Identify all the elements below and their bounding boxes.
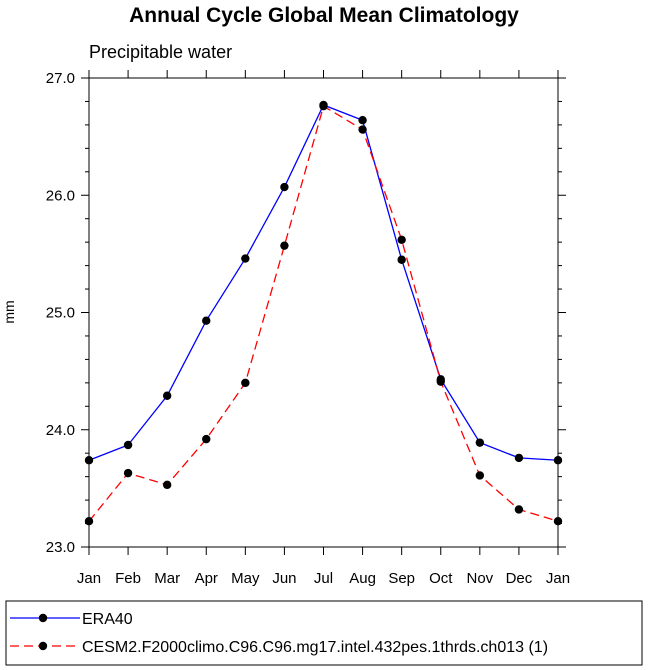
- data-point: [123, 440, 133, 450]
- series-line: [88, 104, 559, 461]
- x-tick-label: Aug: [349, 570, 376, 587]
- axis-ticks: 23.0 24.0 25.0 26.0 27.0 Jan Feb Mar Apr May Jun Ju…: [46, 70, 570, 587]
- series-1: [84, 100, 563, 465]
- data-point: [397, 255, 406, 264]
- y-tick-label: 26.0: [46, 187, 75, 204]
- chart-subtitle: Precipitable water: [89, 42, 232, 62]
- legend-items: ERA40 CESM2.F2000climo.C96.C96.mg17.intel…: [10, 611, 548, 656]
- y-axis-label: mm: [1, 300, 17, 323]
- x-tick-label: Feb: [115, 570, 141, 587]
- y-tick-label: 23.0: [46, 539, 75, 556]
- data-point: [162, 391, 172, 400]
- x-tick-label: Apr: [195, 570, 218, 587]
- x-tick-label: Jul: [314, 570, 333, 587]
- chart-title: Annual Cycle Global Mean Climatology: [129, 4, 519, 27]
- legend-marker: [38, 613, 48, 623]
- data-point: [358, 116, 367, 125]
- x-tick-label: Jan: [77, 570, 101, 587]
- x-tick-label: Dec: [506, 570, 533, 587]
- data-point: [319, 101, 328, 111]
- data-point: [397, 235, 406, 245]
- legend-marker: [38, 641, 48, 651]
- data-point: [280, 182, 289, 192]
- x-tick-label: Jan: [546, 570, 570, 587]
- legend-box: [5, 600, 643, 666]
- x-tick-label: Jun: [272, 570, 296, 587]
- data-point: [202, 434, 211, 444]
- data-point: [162, 480, 172, 490]
- data-point: [202, 316, 211, 325]
- y-tick-label: 27.0: [46, 70, 75, 87]
- data-point: [358, 125, 367, 134]
- series-layer: [84, 100, 563, 526]
- data-point: [436, 377, 445, 386]
- x-tick-label: Nov: [466, 570, 493, 587]
- x-tick-label: Sep: [388, 570, 415, 587]
- x-tick-label: Mar: [154, 570, 180, 587]
- series-2: [84, 101, 563, 526]
- x-tick-label: May: [231, 570, 260, 587]
- data-point: [241, 254, 250, 263]
- data-point: [475, 471, 485, 480]
- data-point: [475, 438, 485, 447]
- data-point: [514, 453, 524, 463]
- legend-label: ERA40: [82, 611, 133, 628]
- series-line: [88, 105, 559, 522]
- data-point: [280, 241, 289, 250]
- data-point: [123, 468, 133, 478]
- legend-item: ERA40: [10, 611, 133, 628]
- legend-label: CESM2.F2000climo.C96.C96.mg17.intel.432p…: [82, 639, 548, 656]
- x-tick-label: Oct: [429, 570, 453, 587]
- data-point: [514, 505, 524, 514]
- legend-item: CESM2.F2000climo.C96.C96.mg17.intel.432p…: [10, 639, 548, 656]
- y-tick-label: 24.0: [46, 422, 75, 439]
- data-point: [241, 378, 250, 388]
- y-tick-label: 25.0: [46, 305, 75, 322]
- legend: ERA40 CESM2.F2000climo.C96.C96.mg17.intel…: [5, 600, 643, 666]
- plot-frame: [88, 77, 559, 548]
